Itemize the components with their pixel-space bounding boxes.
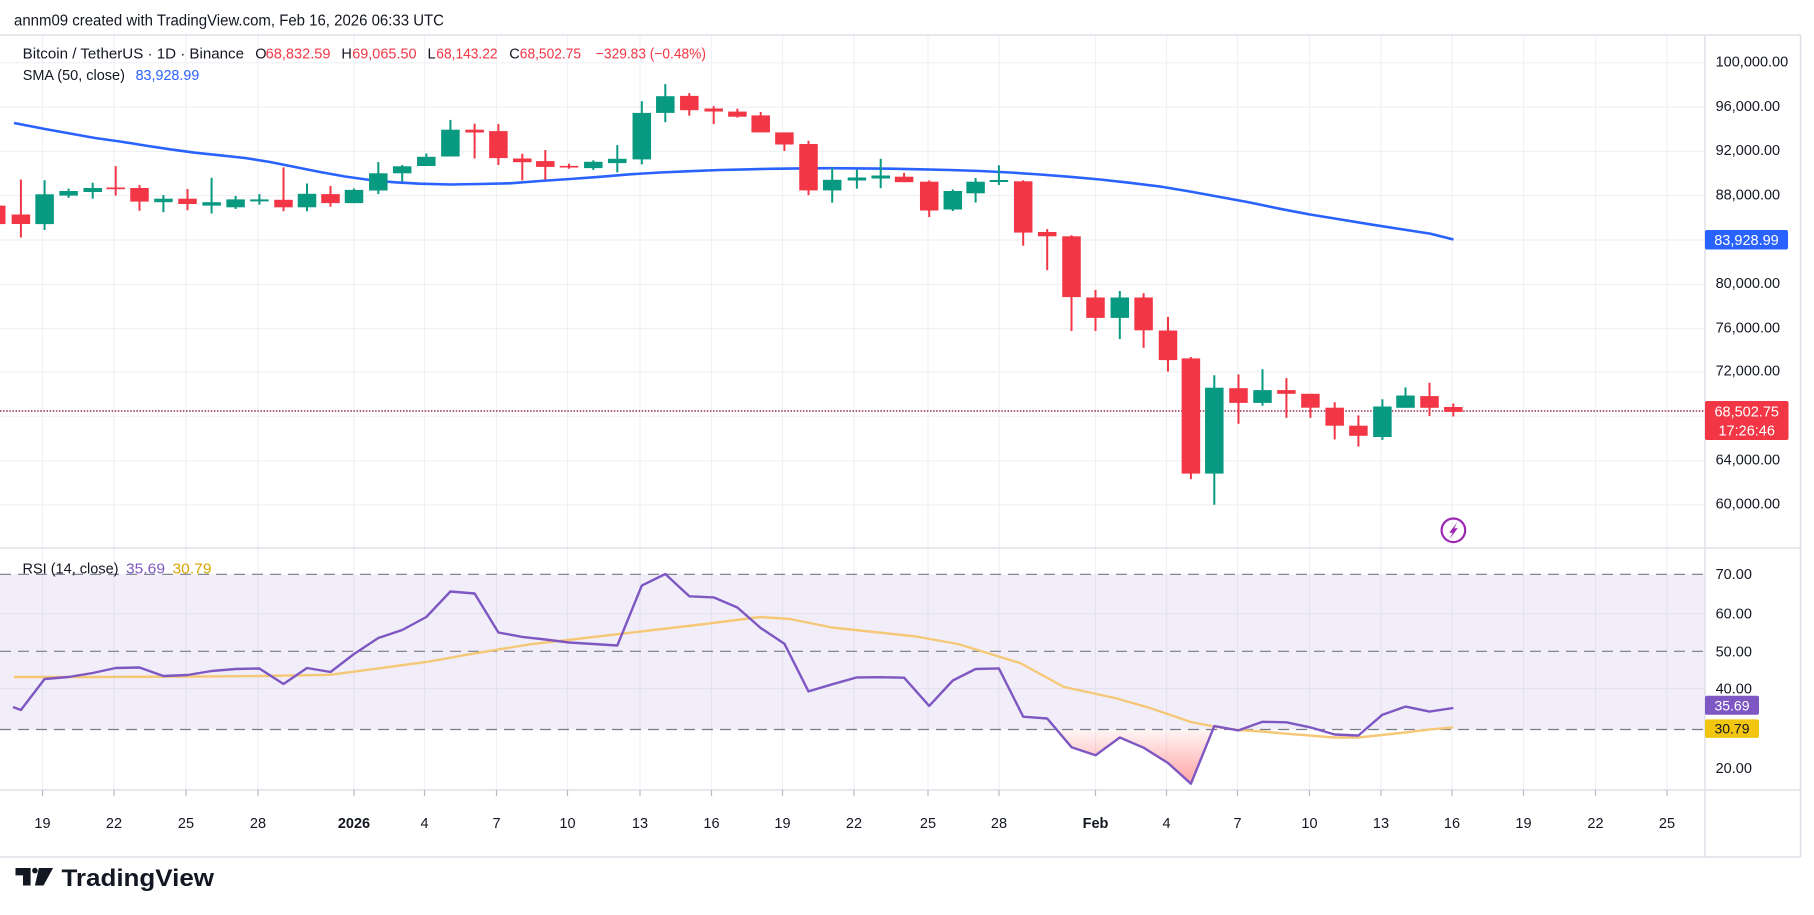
svg-text:40.00: 40.00 xyxy=(1716,682,1752,698)
svg-text:−329.83 (−0.48%): −329.83 (−0.48%) xyxy=(596,47,706,63)
svg-text:17:26:46: 17:26:46 xyxy=(1718,423,1774,439)
svg-text:83,928.99: 83,928.99 xyxy=(136,68,200,84)
svg-text:25: 25 xyxy=(1659,816,1675,832)
svg-text:83,928.99: 83,928.99 xyxy=(1714,233,1779,249)
svg-text:10: 10 xyxy=(559,816,575,832)
svg-text:68,502.75: 68,502.75 xyxy=(1714,404,1779,420)
svg-text:30.79: 30.79 xyxy=(1714,721,1749,737)
svg-text:13: 13 xyxy=(1373,816,1389,832)
svg-text:30.79: 30.79 xyxy=(173,562,212,578)
svg-text:25: 25 xyxy=(178,816,194,832)
svg-text:Bitcoin / TetherUS · 1D · Bina: Bitcoin / TetherUS · 1D · Binance xyxy=(23,47,244,63)
svg-text:28: 28 xyxy=(250,816,266,832)
svg-text:100,000.00: 100,000.00 xyxy=(1716,55,1789,71)
svg-text:96,000.00: 96,000.00 xyxy=(1716,99,1781,115)
svg-text:80,000.00: 80,000.00 xyxy=(1716,276,1781,292)
svg-text:68,143.22: 68,143.22 xyxy=(436,47,497,63)
svg-text:69,065.50: 69,065.50 xyxy=(352,47,416,63)
svg-text:92,000.00: 92,000.00 xyxy=(1716,143,1781,159)
svg-text:35.69: 35.69 xyxy=(1714,697,1749,713)
svg-text:70.00: 70.00 xyxy=(1716,567,1752,583)
svg-text:19: 19 xyxy=(34,816,50,832)
svg-text:2026: 2026 xyxy=(338,816,370,832)
svg-text:16: 16 xyxy=(1444,816,1460,832)
svg-text:22: 22 xyxy=(1587,816,1603,832)
svg-text:annm09 created with TradingVie: annm09 created with TradingView.com, Feb… xyxy=(14,13,444,30)
svg-text:88,000.00: 88,000.00 xyxy=(1716,187,1781,203)
svg-text:C: C xyxy=(509,47,519,63)
svg-text:10: 10 xyxy=(1301,816,1317,832)
svg-text:60.00: 60.00 xyxy=(1716,607,1752,623)
svg-text:68,832.59: 68,832.59 xyxy=(266,47,331,63)
svg-text:35.69: 35.69 xyxy=(126,562,165,578)
svg-text:7: 7 xyxy=(1233,816,1241,832)
svg-text:RSI (14, close): RSI (14, close) xyxy=(23,562,119,578)
svg-text:60,000.00: 60,000.00 xyxy=(1716,497,1781,513)
svg-text:64,000.00: 64,000.00 xyxy=(1716,453,1781,469)
svg-text:19: 19 xyxy=(1515,816,1531,832)
svg-text:72,000.00: 72,000.00 xyxy=(1716,364,1781,380)
svg-text:H: H xyxy=(341,47,351,63)
svg-text:13: 13 xyxy=(632,816,648,832)
svg-text:19: 19 xyxy=(774,816,790,832)
svg-text:76,000.00: 76,000.00 xyxy=(1716,320,1781,336)
svg-text:SMA (50, close): SMA (50, close) xyxy=(23,68,125,84)
svg-text:O: O xyxy=(255,47,266,63)
svg-text:L: L xyxy=(428,47,436,63)
svg-text:68,502.75: 68,502.75 xyxy=(520,47,581,63)
svg-text:28: 28 xyxy=(991,816,1007,832)
svg-text:4: 4 xyxy=(1162,816,1170,832)
svg-text:TradingView: TradingView xyxy=(62,865,215,892)
svg-text:4: 4 xyxy=(420,816,428,832)
svg-text:20.00: 20.00 xyxy=(1716,761,1752,777)
svg-text:25: 25 xyxy=(920,816,936,832)
svg-text:7: 7 xyxy=(492,816,500,832)
svg-text:50.00: 50.00 xyxy=(1716,644,1752,660)
svg-text:22: 22 xyxy=(846,816,862,832)
svg-text:Feb: Feb xyxy=(1083,816,1109,832)
svg-text:22: 22 xyxy=(106,816,122,832)
svg-text:16: 16 xyxy=(703,816,719,832)
